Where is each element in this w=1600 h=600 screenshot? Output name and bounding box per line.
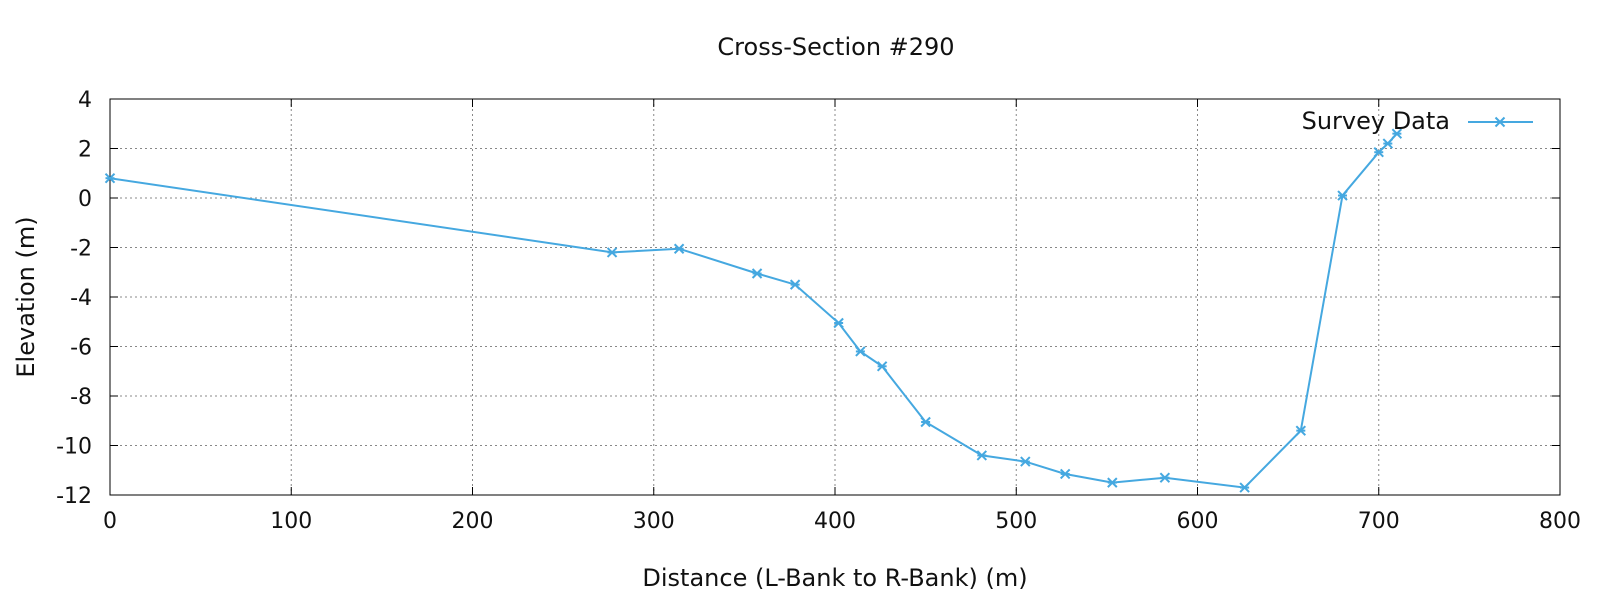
- data-point: [1391, 128, 1403, 139]
- data-point: [789, 279, 801, 290]
- grid: [110, 99, 1560, 495]
- x-tick-label: 700: [1358, 509, 1400, 534]
- data-point: [1239, 482, 1250, 493]
- x-tick-label: 100: [270, 509, 312, 534]
- data-point: [751, 268, 763, 279]
- chart-title: Cross-Section #290: [717, 33, 954, 61]
- data-point: [1159, 472, 1171, 483]
- legend: Survey Data: [1302, 107, 1533, 135]
- x-tick-label: 500: [995, 509, 1037, 534]
- data-point: [976, 450, 988, 461]
- data-point: [920, 416, 931, 428]
- data-point: [1382, 138, 1394, 149]
- y-tick-label: -8: [70, 385, 92, 410]
- data-point: [1020, 456, 1031, 467]
- x-tick-label: 800: [1539, 509, 1581, 534]
- y-tick-label: -4: [70, 286, 92, 311]
- y-tick-label: -6: [70, 336, 92, 361]
- legend-marker: [1494, 116, 1506, 128]
- data-point: [1107, 477, 1118, 488]
- y-tick-label: -10: [56, 435, 92, 460]
- data-point: [1373, 147, 1384, 158]
- data-point: [1494, 116, 1506, 128]
- data-point: [1059, 468, 1071, 480]
- y-tick-label: 2: [78, 138, 92, 163]
- x-tick-label: 400: [814, 509, 856, 534]
- x-axis-label: Distance (L-Bank to R-Bank) (m): [642, 564, 1027, 592]
- data-point: [833, 317, 844, 329]
- data-point: [876, 361, 888, 372]
- y-tick-label: 4: [78, 88, 92, 113]
- x-tick-label: 200: [452, 509, 494, 534]
- data-point: [673, 243, 685, 254]
- legend-label: Survey Data: [1302, 107, 1450, 135]
- y-axis-label: Elevation (m): [12, 216, 40, 377]
- data-point: [104, 172, 116, 184]
- series: [104, 128, 1403, 493]
- data-point: [855, 346, 866, 357]
- x-tick-label: 600: [1177, 509, 1219, 534]
- y-tick-label: 0: [78, 187, 92, 212]
- axis-ticks: 0 100 200 300 400 500 600 700 800 -12 -10 -8 -6 -4 -2 0…: [56, 88, 1581, 534]
- x-tick-label: 300: [633, 509, 675, 534]
- data-point: [606, 247, 618, 258]
- data-point: [1295, 425, 1307, 436]
- x-tick-label: 0: [103, 509, 117, 534]
- y-tick-label: -12: [56, 484, 92, 509]
- data-point: [1337, 190, 1348, 201]
- series-line: [109, 133, 1398, 489]
- y-tick-label: -2: [70, 237, 92, 262]
